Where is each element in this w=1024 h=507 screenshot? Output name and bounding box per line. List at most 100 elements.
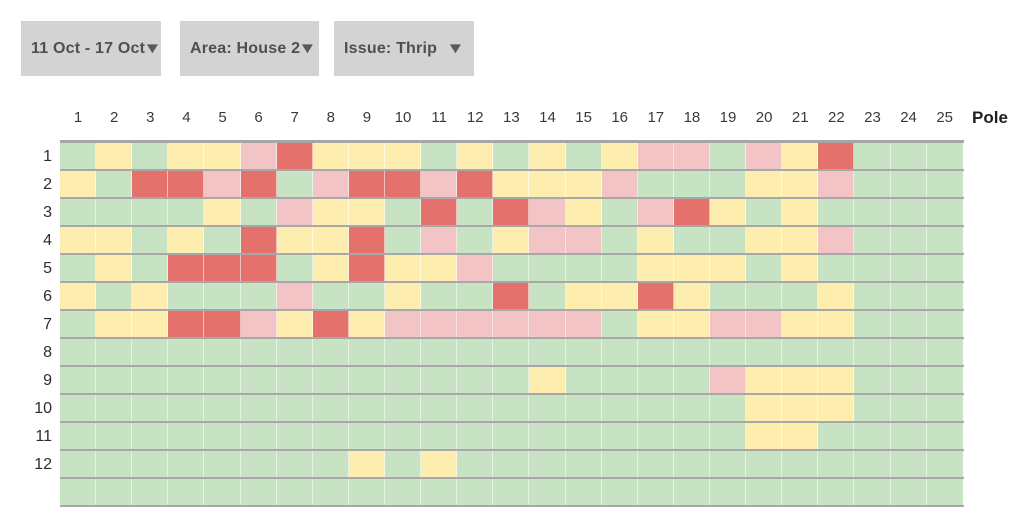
heatmap-cell[interactable]: [457, 451, 494, 477]
heatmap-cell[interactable]: [421, 395, 458, 421]
heatmap-cell[interactable]: [384, 395, 422, 421]
heatmap-cell[interactable]: [168, 395, 205, 421]
heatmap-cell[interactable]: [746, 199, 783, 225]
heatmap-cell[interactable]: [132, 255, 169, 281]
heatmap-cell[interactable]: [637, 199, 674, 225]
heatmap-cell[interactable]: [890, 227, 927, 253]
heatmap-cell[interactable]: [312, 171, 349, 197]
heatmap-cell[interactable]: [529, 423, 566, 449]
heatmap-cell[interactable]: [240, 395, 277, 421]
heatmap-cell[interactable]: [746, 255, 783, 281]
heatmap-cell[interactable]: [96, 423, 133, 449]
heatmap-cell[interactable]: [348, 199, 385, 225]
heatmap-cell[interactable]: [709, 451, 747, 477]
heatmap-cell[interactable]: [818, 143, 855, 169]
heatmap-cell[interactable]: [204, 171, 241, 197]
heatmap-cell[interactable]: [204, 255, 241, 281]
heatmap-cell[interactable]: [60, 227, 97, 253]
heatmap-cell[interactable]: [457, 143, 494, 169]
heatmap-cell[interactable]: [782, 171, 819, 197]
heatmap-cell[interactable]: [312, 227, 349, 253]
heatmap-cell[interactable]: [348, 171, 385, 197]
heatmap-cell[interactable]: [926, 227, 963, 253]
heatmap-cell[interactable]: [132, 451, 169, 477]
heatmap-cell[interactable]: [818, 171, 855, 197]
heatmap-cell[interactable]: [384, 227, 422, 253]
heatmap-cell[interactable]: [926, 311, 963, 337]
heatmap-cell[interactable]: [601, 171, 638, 197]
heatmap-cell[interactable]: [818, 367, 855, 393]
heatmap-cell[interactable]: [854, 311, 891, 337]
heatmap-cell[interactable]: [204, 311, 241, 337]
heatmap-cell[interactable]: [204, 395, 241, 421]
heatmap-cell[interactable]: [457, 255, 494, 281]
heatmap-cell[interactable]: [132, 311, 169, 337]
heatmap-cell[interactable]: [854, 143, 891, 169]
heatmap-cell[interactable]: [384, 143, 422, 169]
heatmap-cell[interactable]: [746, 311, 783, 337]
heatmap-cell[interactable]: [709, 339, 747, 365]
heatmap-cell[interactable]: [60, 283, 97, 309]
heatmap-cell[interactable]: [421, 339, 458, 365]
heatmap-cell[interactable]: [601, 451, 638, 477]
heatmap-cell[interactable]: [673, 479, 710, 505]
heatmap-cell[interactable]: [493, 199, 530, 225]
heatmap-cell[interactable]: [601, 395, 638, 421]
heatmap-cell[interactable]: [890, 171, 927, 197]
heatmap-cell[interactable]: [132, 143, 169, 169]
heatmap-cell[interactable]: [709, 423, 747, 449]
heatmap-cell[interactable]: [240, 171, 277, 197]
heatmap-cell[interactable]: [348, 311, 385, 337]
heatmap-cell[interactable]: [457, 283, 494, 309]
heatmap-cell[interactable]: [384, 171, 422, 197]
heatmap-cell[interactable]: [60, 423, 97, 449]
heatmap-cell[interactable]: [565, 395, 602, 421]
heatmap-cell[interactable]: [890, 143, 927, 169]
heatmap-cell[interactable]: [673, 311, 710, 337]
heatmap-cell[interactable]: [637, 423, 674, 449]
heatmap-cell[interactable]: [926, 255, 963, 281]
heatmap-cell[interactable]: [890, 451, 927, 477]
heatmap-cell[interactable]: [240, 479, 277, 505]
heatmap-cell[interactable]: [60, 255, 97, 281]
heatmap-cell[interactable]: [529, 227, 566, 253]
heatmap-cell[interactable]: [276, 339, 313, 365]
heatmap-cell[interactable]: [348, 143, 385, 169]
heatmap-cell[interactable]: [348, 367, 385, 393]
heatmap-cell[interactable]: [565, 283, 602, 309]
heatmap-cell[interactable]: [890, 339, 927, 365]
heatmap-cell[interactable]: [168, 227, 205, 253]
heatmap-cell[interactable]: [60, 199, 97, 225]
heatmap-cell[interactable]: [854, 423, 891, 449]
heatmap-cell[interactable]: [565, 451, 602, 477]
heatmap-cell[interactable]: [384, 283, 422, 309]
heatmap-cell[interactable]: [926, 143, 963, 169]
heatmap-cell[interactable]: [421, 283, 458, 309]
heatmap-cell[interactable]: [709, 479, 747, 505]
heatmap-cell[interactable]: [782, 255, 819, 281]
heatmap-cell[interactable]: [637, 479, 674, 505]
heatmap-cell[interactable]: [637, 339, 674, 365]
heatmap-cell[interactable]: [312, 255, 349, 281]
heatmap-cell[interactable]: [637, 395, 674, 421]
heatmap-cell[interactable]: [746, 143, 783, 169]
heatmap-cell[interactable]: [96, 171, 133, 197]
heatmap-cell[interactable]: [854, 255, 891, 281]
heatmap-cell[interactable]: [168, 451, 205, 477]
heatmap-cell[interactable]: [384, 479, 422, 505]
heatmap-cell[interactable]: [926, 423, 963, 449]
heatmap-cell[interactable]: [818, 479, 855, 505]
heatmap-cell[interactable]: [96, 227, 133, 253]
heatmap-cell[interactable]: [457, 367, 494, 393]
heatmap-cell[interactable]: [782, 395, 819, 421]
heatmap-cell[interactable]: [601, 339, 638, 365]
heatmap-cell[interactable]: [926, 451, 963, 477]
heatmap-cell[interactable]: [312, 283, 349, 309]
heatmap-cell[interactable]: [312, 143, 349, 169]
heatmap-cell[interactable]: [240, 143, 277, 169]
heatmap-cell[interactable]: [637, 255, 674, 281]
heatmap-cell[interactable]: [746, 423, 783, 449]
heatmap-cell[interactable]: [312, 479, 349, 505]
heatmap-cell[interactable]: [818, 395, 855, 421]
heatmap-cell[interactable]: [493, 171, 530, 197]
